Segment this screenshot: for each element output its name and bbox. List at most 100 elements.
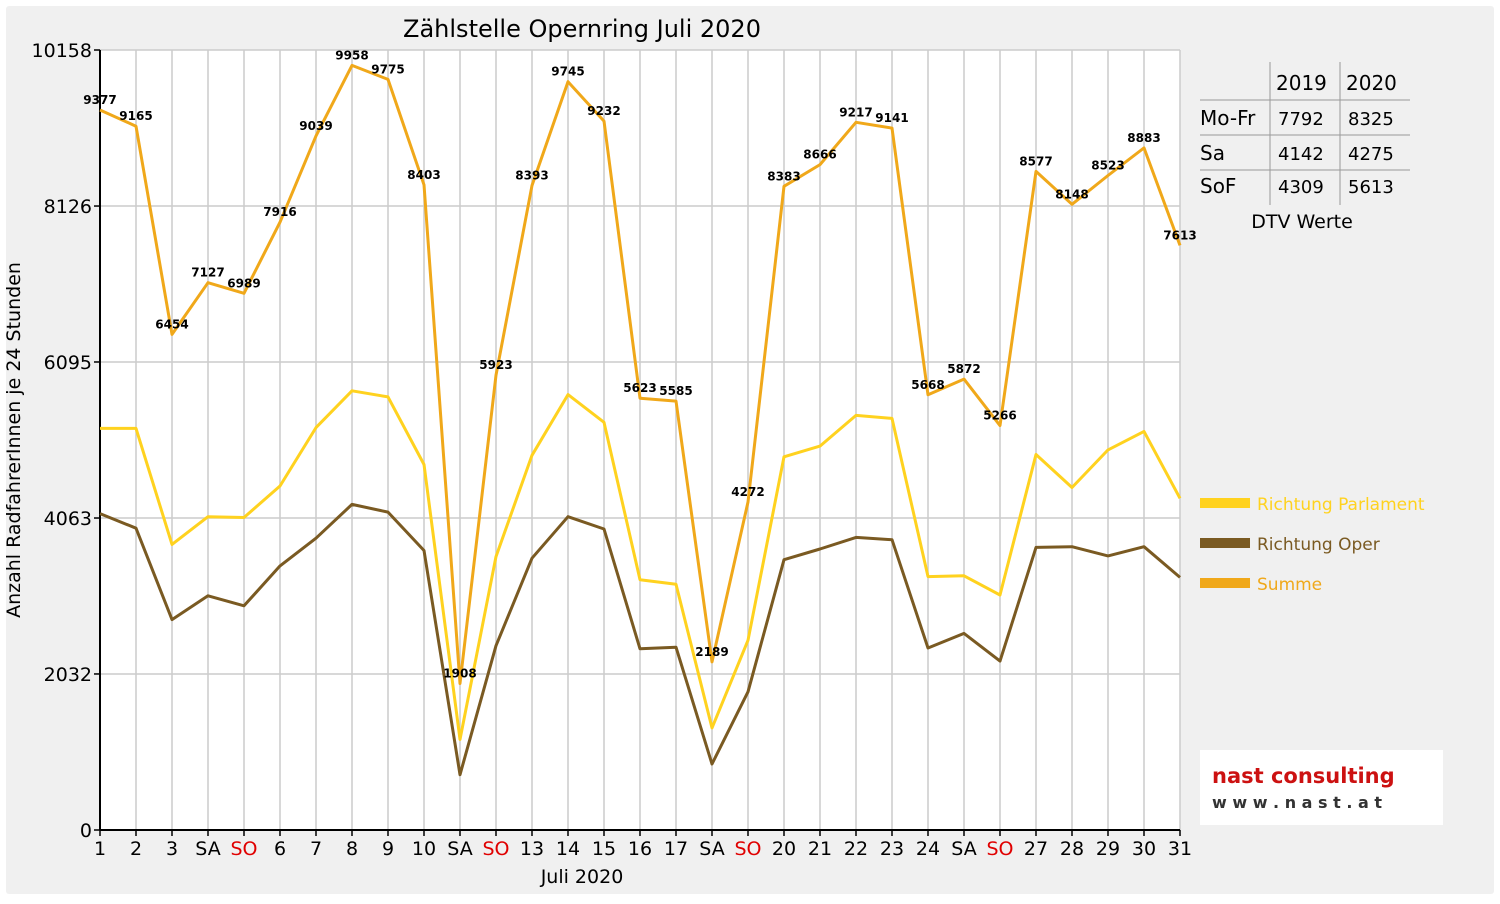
- y-tick-label: 8126: [44, 196, 92, 218]
- legend-label: Summe: [1257, 575, 1322, 595]
- data-label: 9775: [371, 62, 404, 76]
- dtv-cell: 5613: [1348, 177, 1394, 198]
- x-tick-label: 1: [94, 838, 106, 860]
- x-tick-label: 6: [274, 838, 286, 860]
- x-tick-label: SA: [951, 838, 976, 860]
- y-axis-label: Anzahl RadfahrerInnen je 24 Stunden: [3, 262, 25, 618]
- data-label: 7127: [191, 266, 224, 280]
- data-label: 4272: [731, 485, 764, 499]
- y-tick-label: 4063: [44, 508, 92, 530]
- data-label: 9232: [587, 104, 620, 118]
- legend-swatch: [1200, 498, 1250, 508]
- x-tick-label: SO: [734, 838, 761, 860]
- data-label: 9217: [839, 105, 872, 119]
- data-label: 5585: [659, 384, 692, 398]
- x-tick-label: SO: [230, 838, 257, 860]
- data-label: 6989: [227, 276, 260, 290]
- x-tick-label: SO: [986, 838, 1013, 860]
- dtv-row-label: Sa: [1200, 141, 1225, 165]
- x-tick-label: SA: [447, 838, 472, 860]
- data-label: 2189: [695, 645, 728, 659]
- dtv-table: 2019 2020 Mo-Fr 7792 8325 Sa 4142 4275 S…: [1200, 62, 1410, 233]
- x-tick-label: 8: [346, 838, 358, 860]
- dtv-caption: DTV Werte: [1251, 211, 1353, 233]
- legend-swatch: [1200, 578, 1250, 588]
- dtv-cell: 4309: [1278, 177, 1324, 198]
- dtv-header-2019: 2019: [1276, 71, 1327, 95]
- dtv-cell: 4275: [1348, 144, 1394, 165]
- dtv-cell: 7792: [1278, 109, 1324, 130]
- nast-logo: nast consulting w w w . n a s t . a t: [1200, 750, 1443, 825]
- x-tick-label: 30: [1132, 838, 1156, 860]
- data-label: 5872: [947, 362, 980, 376]
- x-tick-label: 10: [412, 838, 436, 860]
- legend: Richtung Parlament Richtung Oper Summe: [1200, 495, 1425, 595]
- chart-title: Zählstelle Opernring Juli 2020: [403, 15, 761, 43]
- y-tick-label: 6095: [44, 352, 92, 374]
- data-label: 8523: [1091, 159, 1124, 173]
- logo-url: w w w . n a s t . a t: [1212, 793, 1382, 812]
- data-label: 1908: [443, 666, 476, 680]
- dtv-header-2020: 2020: [1346, 71, 1397, 95]
- series-line-richtung-parlament: [100, 389, 1182, 741]
- data-label: 8383: [767, 169, 800, 183]
- data-label: 8577: [1019, 154, 1052, 168]
- dtv-cell: 8325: [1348, 109, 1394, 130]
- data-label: 7916: [263, 205, 296, 219]
- data-label: 8393: [515, 169, 548, 183]
- y-tick-label: 0: [80, 820, 92, 842]
- data-label: 8403: [407, 168, 440, 182]
- x-tick-label: 27: [1024, 838, 1048, 860]
- x-tick-label: 29: [1096, 838, 1120, 860]
- data-label: 9745: [551, 65, 584, 79]
- x-tick-label: 28: [1060, 838, 1084, 860]
- dtv-row-label: SoF: [1200, 174, 1236, 198]
- x-tick-label: 17: [664, 838, 688, 860]
- dtv-cell: 4142: [1278, 144, 1324, 165]
- data-label: 5623: [623, 381, 656, 395]
- x-tick-label: 31: [1168, 838, 1192, 860]
- x-tick-label: 2: [130, 838, 142, 860]
- series-line-richtung-oper: [99, 502, 1181, 777]
- data-label: 8666: [803, 148, 836, 162]
- series-line-summe: [99, 63, 1182, 685]
- legend-label: Richtung Parlament: [1257, 495, 1425, 515]
- logo-name: nast consulting: [1212, 764, 1395, 788]
- x-tick-label: 7: [310, 838, 322, 860]
- legend-label: Richtung Oper: [1257, 535, 1380, 555]
- data-label: 9165: [119, 109, 152, 123]
- x-tick-label: 24: [916, 838, 940, 860]
- y-tick-label: 10158: [32, 40, 92, 62]
- data-label: 6454: [155, 317, 188, 331]
- x-tick-label: 3: [166, 838, 178, 860]
- data-label: 5923: [479, 358, 512, 372]
- data-label: 5266: [983, 409, 1016, 423]
- x-tick-label: 22: [844, 838, 868, 860]
- x-tick-label: 14: [556, 838, 580, 860]
- x-tick-label: 9: [382, 838, 394, 860]
- data-label: 9141: [875, 111, 908, 125]
- data-label: 9377: [83, 93, 116, 107]
- legend-swatch: [1200, 538, 1250, 548]
- data-label: 7613: [1163, 228, 1196, 242]
- x-tick-label: 20: [772, 838, 796, 860]
- x-tick-label: 16: [628, 838, 652, 860]
- x-tick-label: SA: [699, 838, 724, 860]
- x-tick-label: SA: [195, 838, 220, 860]
- x-tick-label: 23: [880, 838, 904, 860]
- y-tick-label: 2032: [44, 664, 92, 686]
- data-label: 8148: [1055, 187, 1088, 201]
- series-group: [99, 63, 1182, 777]
- x-axis-label: Juli 2020: [540, 866, 624, 888]
- data-label: 8883: [1127, 131, 1160, 145]
- x-tick-label: SO: [482, 838, 509, 860]
- data-label: 5668: [911, 378, 944, 392]
- data-label: 9958: [335, 48, 368, 62]
- x-tick-label: 13: [520, 838, 544, 860]
- dtv-row-label: Mo-Fr: [1200, 106, 1256, 130]
- x-tick-label: 15: [592, 838, 616, 860]
